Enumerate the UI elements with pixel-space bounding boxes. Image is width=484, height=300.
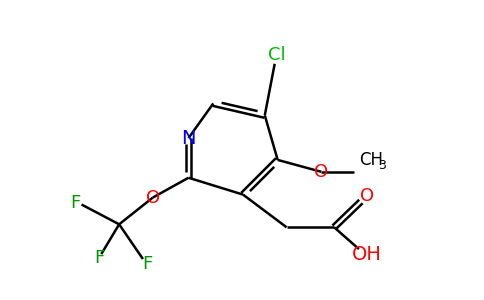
Text: F: F — [142, 255, 152, 273]
Text: O: O — [314, 163, 328, 181]
Text: O: O — [146, 189, 160, 207]
Text: CH: CH — [359, 151, 383, 169]
Text: N: N — [181, 129, 196, 148]
Text: OH: OH — [352, 244, 382, 263]
Text: Cl: Cl — [268, 46, 286, 64]
Text: O: O — [360, 187, 374, 205]
Text: F: F — [94, 249, 105, 267]
Text: 3: 3 — [378, 159, 386, 172]
Text: F: F — [71, 194, 81, 211]
